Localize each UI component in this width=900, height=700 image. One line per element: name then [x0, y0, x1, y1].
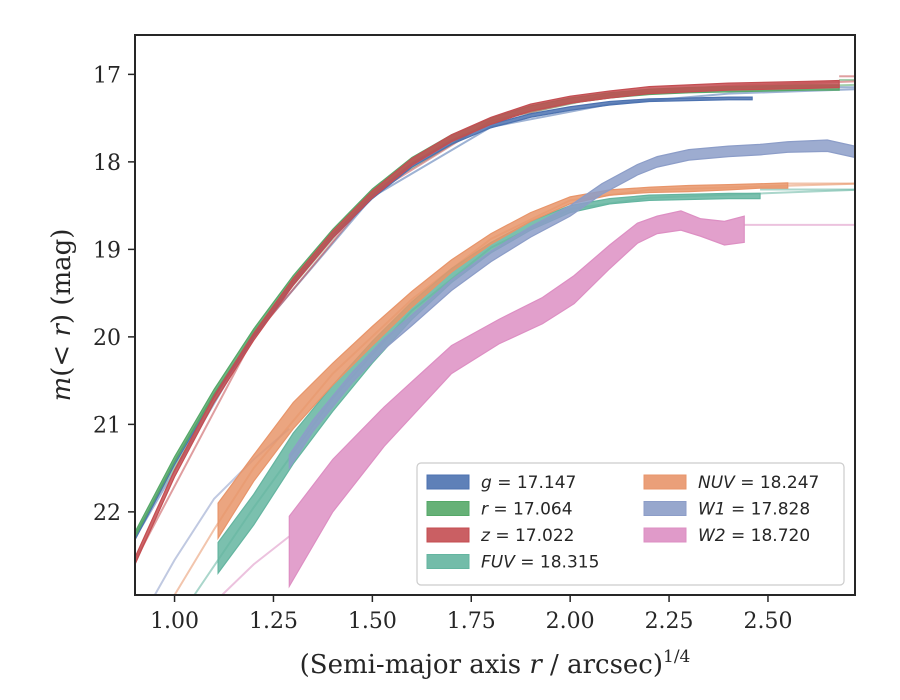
x-tick-label: 2.00: [546, 609, 595, 634]
legend-entry-w1: W1 = 17.828: [698, 500, 810, 520]
y-tick-label: 18: [93, 151, 121, 176]
band-w1: [288, 139, 855, 471]
x-tick-label: 1.00: [150, 609, 199, 634]
legend-swatch-g: [426, 474, 470, 490]
x-tick-label: 1.75: [447, 609, 496, 634]
legend-swatch-w1: [643, 501, 687, 516]
x-tick-label: 1.25: [249, 609, 298, 634]
legend-swatch-fuv: [426, 554, 470, 569]
data-bands: [135, 79, 855, 589]
x-tick-label: 2.50: [743, 609, 792, 634]
x-axis-ticks: 1.00 1.25 1.50 1.75 2.00 2.25 2.50: [150, 595, 792, 634]
y-tick-label: 17: [93, 63, 121, 88]
y-tick-label: 19: [93, 238, 121, 263]
legend: g = 17.147 r = 17.064 z = 17.022 FUV = 18.3…: [416, 462, 845, 586]
x-tick-label: 2.25: [645, 609, 694, 634]
plot-frame: [134, 34, 856, 596]
y-axis-label: m(< r) (mag): [47, 229, 77, 402]
legend-swatch-nuv: [643, 474, 687, 490]
legend-entry-fuv: FUV = 18.315: [481, 553, 599, 573]
legend-entry-r: r = 17.064: [481, 500, 573, 520]
legend-entry-z: z = 17.022: [480, 526, 574, 546]
model-curve-w2: [221, 535, 290, 595]
y-tick-label: 20: [93, 326, 121, 351]
legend-swatch-r: [426, 501, 470, 516]
y-tick-label: 22: [93, 501, 121, 526]
x-axis-label: (Semi-major axis r / arcsec)1/4: [300, 647, 691, 680]
y-tick-label: 21: [93, 413, 121, 438]
band-nuv: [217, 182, 789, 541]
legend-swatch-z: [426, 527, 470, 543]
band-z: [135, 79, 840, 565]
legend-box: [416, 462, 845, 586]
band-w2: [288, 210, 745, 589]
legend-entry-nuv: NUV = 18.247: [698, 473, 819, 493]
y-axis-ticks: 17 18 19 20 21 22: [93, 63, 135, 526]
legend-entry-w2: W2 = 18.720: [698, 526, 810, 546]
legend-entry-g: g = 17.147: [481, 473, 576, 493]
x-tick-label: 1.50: [348, 609, 397, 634]
legend-swatch-w2: [643, 527, 687, 543]
